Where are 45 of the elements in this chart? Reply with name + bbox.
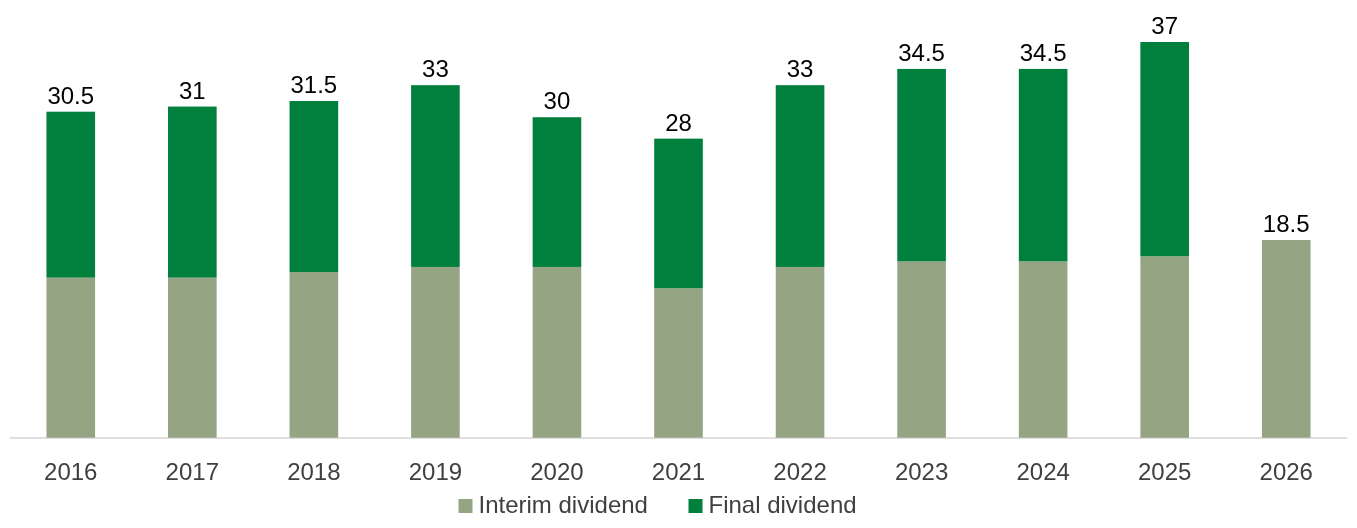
bar (289, 272, 339, 438)
x-tick-label: 2022 (773, 458, 827, 485)
x-tick-label: 2025 (1137, 458, 1192, 485)
bar (532, 266, 582, 438)
bar (654, 138, 703, 289)
bar (46, 111, 96, 278)
bar (1018, 261, 1068, 438)
annotation: 37 (1151, 12, 1179, 39)
bar (168, 277, 217, 438)
annotation: 30.5 (47, 81, 95, 109)
bar (654, 288, 703, 438)
legend-label: Final dividend (708, 491, 857, 518)
annotation: 28 (665, 108, 692, 136)
bar (1140, 42, 1189, 257)
x-tick-label: 2024 (1016, 458, 1070, 485)
x-tick-label: 2016 (44, 458, 98, 485)
annotation: 18.5 (1262, 210, 1310, 237)
annotation: 34.5 (1019, 38, 1067, 66)
x-tick-label: 2017 (165, 458, 220, 485)
bar (897, 68, 946, 262)
bar (168, 106, 217, 278)
annotation: 34.5 (898, 38, 945, 66)
bar (775, 266, 825, 438)
legend-label: Interim dividend (478, 491, 648, 518)
bar (411, 266, 460, 438)
x-tick-label: 2018 (287, 458, 341, 485)
bar (775, 85, 825, 267)
x-tick-label: 2026 (1259, 458, 1313, 485)
annotation: 31.5 (290, 71, 338, 98)
bar (289, 101, 339, 273)
bar (1018, 68, 1068, 262)
x-tick-label: 2023 (894, 458, 949, 485)
annotation: 33 (786, 55, 814, 83)
bar (1140, 256, 1189, 438)
bar (532, 117, 582, 267)
x-tick-label: 2020 (530, 458, 584, 485)
annotation: 31 (178, 76, 206, 104)
bar (411, 85, 460, 267)
x-tick-label: 2019 (408, 458, 463, 485)
annotation: 30 (543, 87, 571, 115)
bar (897, 261, 946, 438)
annotation: 33 (422, 55, 449, 83)
bar (1261, 240, 1311, 438)
x-tick-label: 2021 (651, 458, 706, 485)
bar (46, 277, 96, 438)
